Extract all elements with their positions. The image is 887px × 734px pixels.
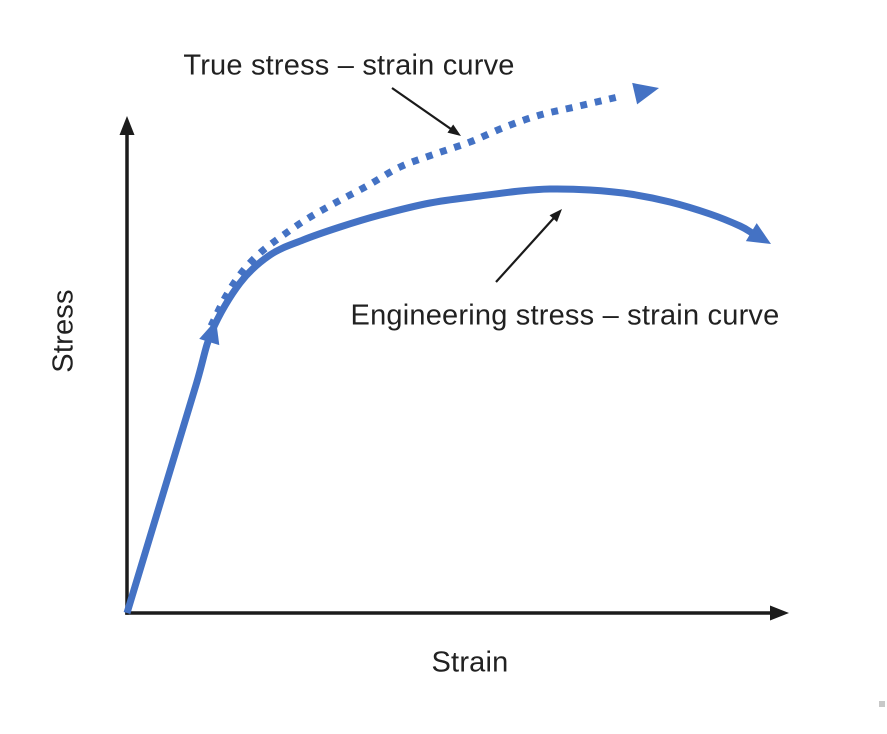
engineering-curve-label: Engineering stress – strain curve (350, 299, 780, 332)
true-stress-curve (207, 92, 623, 328)
engineering-label-arrow-head-icon (549, 209, 562, 222)
engineering-stress-curve (123, 185, 754, 615)
true-label-arrow-head-icon (447, 124, 461, 136)
true-curve-end-arrowhead-icon (632, 82, 659, 105)
y-axis-label: Stress (47, 289, 80, 373)
x-axis-label: Strain (431, 646, 509, 679)
y-axis-arrowhead-icon (119, 116, 135, 135)
engineering-label-arrow-line (495, 214, 558, 283)
true-curve-label: True stress – strain curve (183, 49, 515, 82)
true-label-arrow-line (391, 87, 456, 133)
corner-artifact (879, 701, 885, 707)
engineering-curve-mid-arrowhead-icon (199, 320, 220, 346)
engineering-curve-end-arrowhead-icon (745, 223, 771, 244)
x-axis-arrowhead-icon (770, 605, 789, 621)
